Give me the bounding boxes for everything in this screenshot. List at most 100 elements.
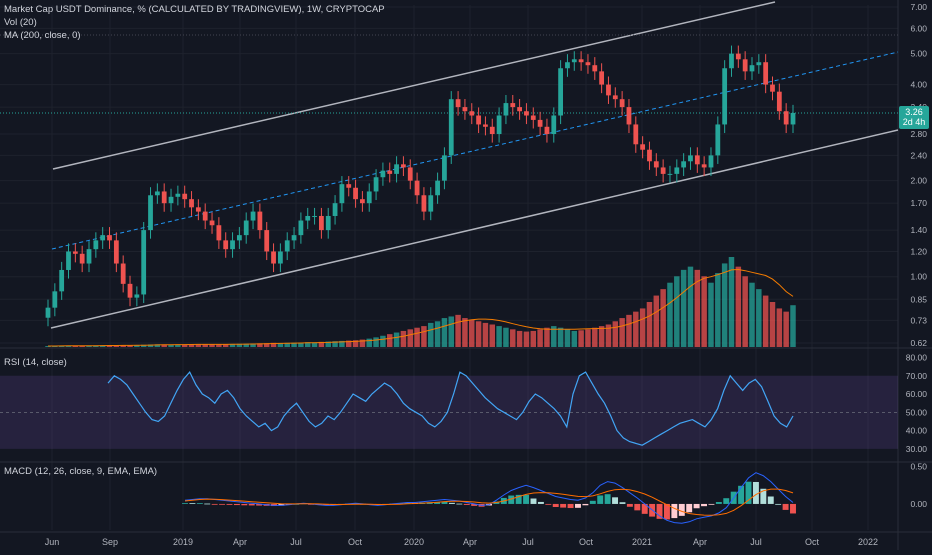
volume-bar [619,318,625,347]
macd-histogram-bar [597,495,604,504]
candle-body [264,230,270,252]
y-tick-label: 2.80 [910,129,927,139]
volume-bar [510,329,516,347]
rsi-line [107,371,794,446]
volume-bar [667,282,673,347]
macd-histogram-bar [278,503,285,506]
volume-bar [749,282,755,347]
volume-bar [79,345,85,347]
volume-bar [325,341,331,347]
rsi-layer [0,371,898,449]
volume-bar [277,342,284,347]
volume-bar [222,344,229,347]
volume-bar [243,343,249,347]
y-tick-label: 1.00 [910,272,927,282]
macd-histogram-bar [456,503,463,505]
x-tick-label: 2022 [858,537,878,547]
candle-layer [45,45,796,327]
volume-bar [585,329,591,347]
x-tick-label: Jul [290,537,302,547]
macd-histogram-bar [560,503,567,508]
macd-histogram-bar [575,503,581,508]
volume-bar [769,302,776,347]
volume-bar [496,326,502,347]
volume-bar [735,266,742,347]
candle-body [688,155,693,162]
candle-body [175,193,181,197]
candle-body [606,84,611,96]
volume-bar [715,273,721,347]
candle-body [783,111,789,125]
volume-bar [263,343,270,347]
volume-bar [86,345,92,347]
volume-bar [393,332,400,347]
y-tick-label: 7.00 [910,2,927,12]
candle-body [496,115,502,135]
volume-bar [544,327,550,347]
volume-bar [578,330,584,347]
candle-body [93,240,99,250]
candle-body [79,253,85,264]
price-badge-countdown: 2d 4h [902,117,926,127]
volume-bar [790,305,796,347]
volume-bar [134,345,140,347]
candle-body [544,126,550,135]
volume-legend: Vol (20) [4,17,37,28]
macd-histogram-bar [434,502,441,504]
candle-body [223,240,229,250]
volume-bar [175,344,181,347]
macd-histogram-bar [671,503,678,519]
volume-bar [598,326,605,347]
macd-line [184,472,794,524]
volume-bar [120,345,126,347]
volume-bar [448,316,454,347]
macd-histogram-bar [752,481,759,504]
candle-body [428,195,434,212]
rsi-tick-label: 30.00 [906,444,928,454]
candle-body [325,215,331,231]
macd-histogram-bar [523,494,530,504]
candle-body [510,103,516,108]
macd-histogram-bar [248,503,255,506]
volume-bar [537,329,543,347]
candle-body [387,170,393,174]
volume-bar [188,344,195,347]
candle-body [100,235,106,241]
regression-channel [0,1,899,329]
macd-histogram-bar [775,503,782,505]
candle-body [202,211,208,221]
macd-histogram-bar [708,503,715,505]
candle-body [154,191,160,196]
candle-body [626,107,632,125]
volume-bar [195,344,202,347]
macd-histogram-bar [552,503,559,507]
candle-body [633,124,639,145]
candle-body [414,180,420,196]
x-tick-label: Sep [102,537,118,547]
macd-histogram-bar [782,503,789,510]
macd-histogram-bar [233,503,240,506]
candle-body [141,230,147,295]
volume-bar [783,311,789,347]
x-tick-label: Apr [233,537,247,547]
y-tick-label: 0.62 [910,338,927,348]
macd-histogram-bar [604,494,611,504]
volume-bar [462,318,468,347]
candle-body [551,115,557,135]
candle-body [394,164,399,174]
candle-body [332,203,338,216]
volume-bar [633,311,639,347]
candle-body [763,62,769,85]
candle-body [216,225,222,241]
candle-body [681,161,687,168]
macd-histogram-bar [745,481,752,504]
volume-bar [530,330,537,347]
volume-bar [202,344,208,347]
y-tick-label: 1.40 [910,225,927,235]
x-tick-label: Apr [463,537,477,547]
candle-body [182,193,188,200]
volume-bar [284,342,290,347]
macd-histogram-bar [545,503,552,505]
